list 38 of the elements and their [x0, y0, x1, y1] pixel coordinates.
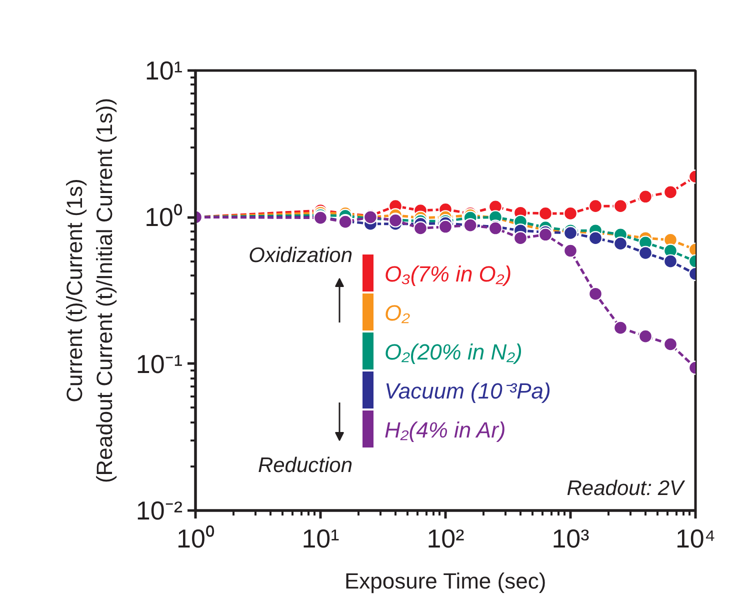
point: [588, 199, 603, 214]
point: [438, 220, 453, 234]
x-axis-title: Exposure Time (sec): [344, 568, 546, 594]
point: [613, 320, 628, 335]
point: [563, 206, 578, 221]
point: [663, 185, 678, 200]
point: [613, 199, 628, 214]
legend-label: H₂(4% in Ar): [384, 418, 506, 442]
y-tick-label: 10⁻²: [136, 496, 183, 526]
point: [513, 231, 528, 246]
point: [413, 221, 428, 236]
y-tick-label: 10⁰: [144, 202, 182, 232]
point: [613, 236, 628, 251]
point: [538, 206, 553, 221]
x-tick-label: 10¹: [302, 524, 340, 554]
legend-label: O₃(7% in O₂): [384, 262, 512, 286]
y-axis-title: Current (t)/Current (1s) (Readout Current (t)/Initial Current (1s)): [62, 98, 117, 484]
point: [563, 244, 578, 258]
point: [663, 337, 678, 352]
point: [663, 254, 678, 268]
x-tick-label: 10⁴: [675, 524, 716, 554]
y-tick-label: 10⁻¹: [136, 348, 183, 379]
annotation: Oxidization: [248, 244, 353, 267]
point: [638, 246, 653, 260]
x-tick-label: 10²: [426, 524, 465, 554]
point: [638, 190, 653, 204]
legend-label: O₂(20% in N₂): [384, 340, 522, 364]
x-tick-label: 10³: [552, 524, 590, 554]
y-tick-label: 10¹: [144, 56, 183, 86]
legend-label: O₂: [384, 300, 411, 326]
point: [638, 329, 653, 344]
point: [588, 286, 603, 301]
annotation: Reduction: [258, 454, 352, 477]
point: [538, 228, 553, 242]
point: [588, 231, 603, 246]
annotation: Readout: 2V: [566, 477, 686, 500]
x-tick-label: 10⁰: [176, 524, 214, 554]
legend-label: Vacuum (10⁻³Pa): [384, 378, 551, 404]
